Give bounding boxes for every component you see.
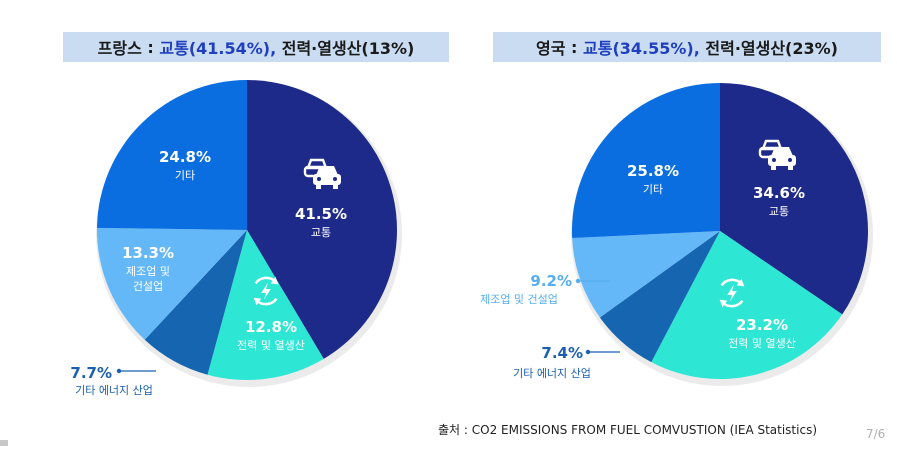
france-value-label-1: 12.8% (245, 318, 297, 336)
uk-slice-1 (651, 231, 843, 379)
france-value-label-2: 7.7% (70, 364, 112, 382)
uk-value-label-0: 34.6% (753, 184, 805, 202)
uk-category-label-4: 기타 (643, 183, 663, 196)
france-separator: : (141, 37, 160, 57)
uk-value-label-1: 23.2% (736, 316, 788, 334)
uk-category-label-0: 교통 (769, 205, 789, 218)
france-title-rest: 전력·열생산(13%) (276, 39, 415, 58)
france-category-label-4: 기타 (175, 169, 195, 182)
uk-slice-2 (599, 231, 720, 363)
uk-value-label-3: 9.2% (530, 272, 572, 290)
france-category-label-3-line-0: 제조업 및 (126, 265, 170, 278)
uk-value-label-2: 7.4% (541, 344, 583, 362)
france-slice-0 (247, 80, 398, 359)
france-slice-4 (97, 79, 248, 230)
source-note: 출처 : CO2 EMISSIONS FROM FUEL COMVUSTION … (438, 423, 818, 437)
corner-mark (0, 440, 8, 446)
uk-leader-dot-3 (575, 278, 581, 284)
france-category-label-1: 전력 및 열생산 (237, 339, 305, 352)
uk-title-rest: 전력·열생산(23%) (699, 39, 838, 58)
france-value-label-3: 13.3% (122, 244, 174, 262)
france-slice-2 (144, 230, 247, 375)
page-number: 7/6 (866, 427, 886, 441)
france-category-label-0: 교통 (311, 226, 331, 239)
uk-slice-4 (572, 83, 720, 238)
uk-category-label-3: 제조업 및 건설업 (480, 293, 558, 306)
cars-icon (303, 158, 341, 189)
uk-pie: 34.6% 교통 23.2% 전력 및 열생산 7.4% 기타 에너지 산업 9.2% 제조업… (480, 83, 873, 386)
france-leader-dot-2 (116, 368, 122, 374)
france-category-label-2: 기타 에너지 산업 (75, 384, 153, 397)
uk-title-highlight: 교통(34.55%), (583, 39, 700, 58)
france-title-highlight: 교통(41.54%), (159, 39, 277, 58)
france-country: 프랑스 (97, 39, 142, 58)
uk-category-label-1: 전력 및 열생산 (728, 337, 796, 350)
uk-value-label-4: 25.8% (627, 162, 679, 180)
uk-separator: : (565, 37, 584, 57)
france-slice-3 (97, 227, 247, 340)
france-value-label-0: 41.5% (295, 205, 347, 223)
uk-slice-0 (720, 83, 868, 315)
recycle-power-icon (253, 276, 279, 306)
france-value-label-4: 24.8% (159, 148, 211, 166)
uk-slice-3 (572, 231, 720, 318)
uk-country: 영국 (536, 39, 566, 58)
france-category-label-3-line-1: 건설업 (133, 280, 163, 293)
france-chart-title: 프랑스 : 교통(41.54%), 전력·열생산(13%) (63, 32, 449, 62)
recycle-power-icon (719, 278, 745, 308)
cars-icon (758, 139, 796, 170)
france-pie: 41.5% 교통 12.8% 전력 및 열생산 7.7% 기타 에너지 산업 13.3% 제조… (70, 79, 402, 397)
uk-leader-dot-2 (585, 349, 591, 355)
uk-chart-title: 영국 : 교통(34.55%), 전력·열생산(23%) (493, 32, 881, 62)
uk-category-label-2: 기타 에너지 산업 (513, 367, 591, 380)
